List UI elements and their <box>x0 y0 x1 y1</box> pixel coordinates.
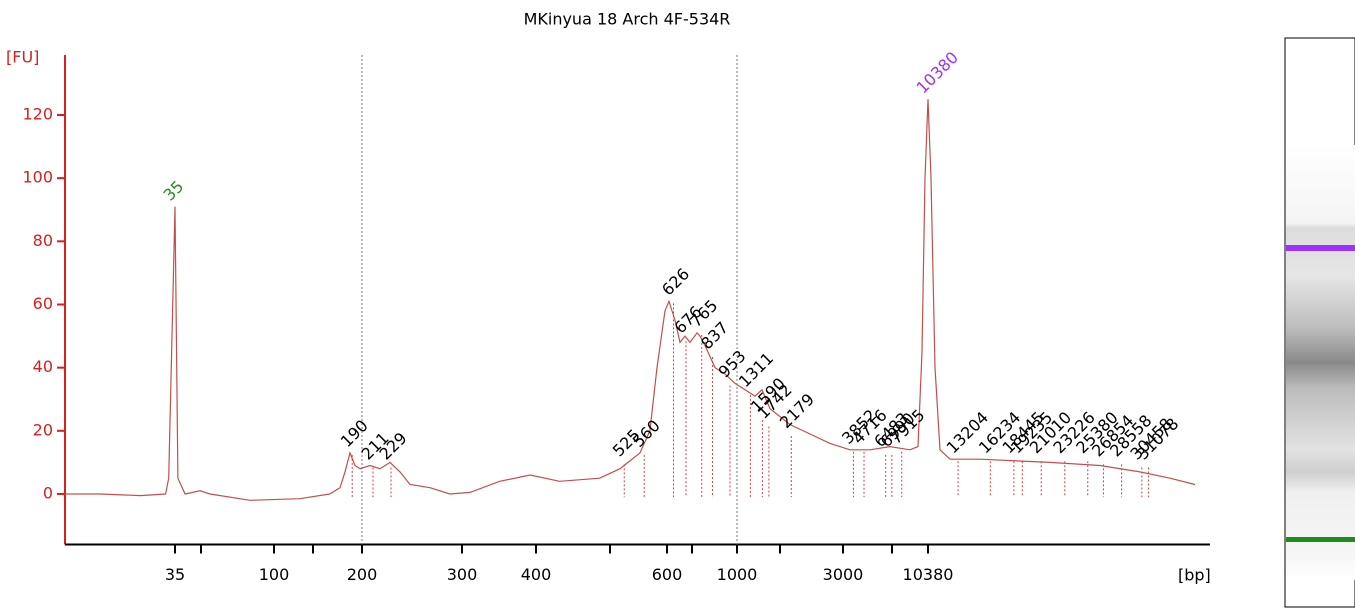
x-tick-label: 35 <box>165 565 185 584</box>
x-tick-label: 600 <box>652 565 683 584</box>
x-tick-label: 400 <box>521 565 552 584</box>
y-tick-label: 120 <box>22 105 53 124</box>
peak-label: 10380 <box>913 48 962 97</box>
x-tick-label: 300 <box>447 565 478 584</box>
y-axis-label: [FU] <box>6 48 39 67</box>
peak-label: 7915 <box>886 406 928 448</box>
y-tick-label: 100 <box>22 168 53 187</box>
y-tick-label: 60 <box>33 294 53 313</box>
trace <box>65 99 1196 501</box>
lower-marker-band <box>1286 537 1355 542</box>
y-tick-label: 80 <box>33 231 53 250</box>
y-tick-label: 40 <box>33 357 53 376</box>
chart-title: MKinyua 18 Arch 4F-534R <box>524 10 731 29</box>
peak-label: 626 <box>658 264 693 299</box>
gel-lane <box>1284 37 1355 608</box>
gel-bands <box>1286 145 1355 580</box>
x-tick-label: 100 <box>259 565 290 584</box>
x-tick-label: 3000 <box>823 565 864 584</box>
x-tick-label: 1000 <box>717 565 758 584</box>
x-tick-label: 10380 <box>903 565 954 584</box>
peak-label: 35 <box>160 177 188 205</box>
y-tick-label: 20 <box>33 420 53 439</box>
x-axis-label: [bp] <box>1178 566 1211 585</box>
x-tick-label: 200 <box>347 565 378 584</box>
upper-marker-band <box>1286 245 1355 251</box>
y-tick-label: 0 <box>43 483 53 502</box>
